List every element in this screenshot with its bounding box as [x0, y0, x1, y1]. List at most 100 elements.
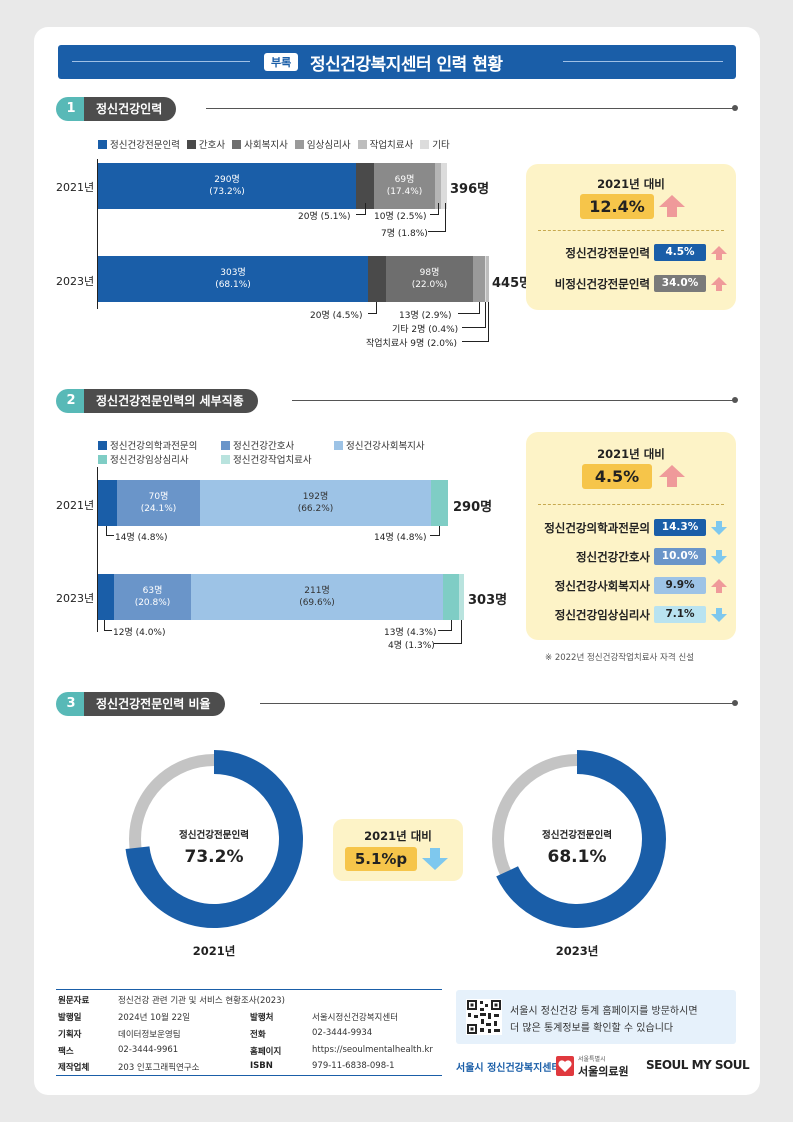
bar-segment-mh-psychologist — [443, 574, 459, 620]
donut-arc-2023 — [496, 750, 666, 928]
leader-line — [106, 526, 107, 536]
donut-center-2023: 정신건강전문인력 68.1% — [517, 827, 637, 867]
footer-value: 203 인포그래픽연구소 — [118, 1063, 200, 1073]
bar-segment-mh-ot — [459, 574, 464, 620]
leader-line — [445, 203, 446, 232]
section2-header: 2 정신건강전문인력의 세부직종 — [56, 389, 740, 413]
bar-note: 14명 (4.8%) — [115, 533, 168, 543]
legend-item: 간호사 — [186, 137, 225, 151]
section3-header: 3 정신건강전문인력 비율 — [56, 692, 740, 716]
donut-value: 68.1% — [547, 847, 607, 867]
leader-line — [106, 535, 114, 536]
legend-item: 기타 — [420, 137, 450, 151]
panel-item-label: 정신건강의학과전문의 — [544, 521, 650, 535]
panel-change-value: 12.4% — [580, 194, 654, 219]
leader-line — [430, 214, 439, 215]
bar-note: 14명 (4.8%) — [374, 533, 427, 543]
panel-item-value: 34.0% — [654, 275, 706, 292]
leader-line — [462, 341, 489, 342]
panel-divider — [538, 504, 724, 505]
donut-value: 73.2% — [184, 847, 244, 867]
down-arrow-icon — [711, 550, 727, 564]
footer-key: 홈페이지 — [250, 1047, 282, 1057]
qr-code-icon[interactable] — [466, 999, 502, 1035]
panel-change-value: 4.5% — [582, 464, 652, 489]
bar-segment-socialworker: 98명 (22.0%) — [386, 256, 473, 302]
leader-line — [458, 313, 480, 314]
row-year: 2021년 — [56, 181, 95, 194]
footer-key: ISBN — [250, 1061, 273, 1071]
leader-line — [104, 620, 105, 631]
footer-value: 2024년 10월 22일 — [118, 1013, 191, 1023]
section3-number: 3 — [56, 692, 86, 716]
panel-caption: 2021년 대비 — [364, 829, 432, 843]
bar-segment-psychiatrist — [98, 480, 117, 526]
footer-value: 02-3444-9934 — [312, 1028, 373, 1038]
seoul-my-soul-logo: SEOUL MY SOUL — [646, 1058, 750, 1072]
footer-key: 발행처 — [250, 1013, 274, 1023]
bar-segment-nurse — [368, 256, 386, 302]
footer-key: 제작업체 — [58, 1063, 90, 1073]
footer-value: 데이터정보운영팀 — [118, 1030, 181, 1040]
leader-line — [461, 620, 462, 644]
section1-title: 정신건강인력 — [84, 97, 177, 121]
section2-rule-dot — [732, 397, 738, 403]
legend-item: 정신건강간호사 — [221, 440, 327, 454]
section2-title: 정신건강전문인력의 세부직종 — [84, 389, 258, 413]
legend-item: 사회복지사 — [232, 137, 288, 151]
bar-note: 13명 (4.3%) — [384, 628, 437, 638]
banner-rule-left — [72, 61, 250, 62]
bar-segment-other — [441, 163, 447, 209]
footer-bottom-rule — [56, 1075, 442, 1076]
homepage-box: 서울시 정신건강 통계 홈페이지를 방문하시면 더 많은 통계정보를 확인할 수… — [456, 990, 736, 1044]
leader-line — [428, 231, 446, 232]
panel-item-value: 4.5% — [654, 244, 706, 261]
bar-segment-socialworker: 69명 (17.4%) — [374, 163, 435, 209]
banner-rule-right — [563, 61, 723, 62]
panel-item-value: 14.3% — [654, 519, 706, 536]
leader-line — [434, 643, 462, 644]
panel-caption: 2021년 대비 — [597, 177, 665, 191]
legend-item: 정신건강의학과전문의 — [98, 440, 214, 454]
section1-header: 1 정신건강인력 — [56, 97, 740, 121]
bar-segment-specialist: 290명 (73.2%) — [98, 163, 356, 209]
footer-value: 979-11-6838-098-1 — [312, 1061, 395, 1071]
bar-note: 4명 (1.3%) — [388, 641, 435, 651]
section1-rule-dot — [732, 105, 738, 111]
footer-value: https://seoulmentalhealth.kr — [312, 1045, 433, 1055]
bar-note: 10명 (2.5%) — [374, 212, 427, 222]
down-arrow-icon — [711, 608, 727, 622]
up-arrow-icon — [659, 465, 685, 487]
leader-line — [485, 302, 486, 328]
section3-rule — [260, 703, 734, 704]
bar-note: 기타 2명 (0.4%) — [392, 325, 459, 335]
footer-value: 서울시정신건강복지센터 — [312, 1013, 399, 1023]
footer-key: 원문자료 — [58, 996, 90, 1006]
section2-number: 2 — [56, 389, 86, 413]
panel-item-value: 7.1% — [654, 606, 706, 623]
leader-line — [356, 214, 366, 215]
title-banner: 부록 정신건강복지센터 인력 현황 — [58, 45, 736, 79]
legend-item: 정신건강사회복지사 — [334, 440, 425, 454]
row-total: 445명 — [492, 276, 532, 291]
donut-label: 정신건강전문인력 — [542, 830, 612, 841]
bar-note: 12명 (4.0%) — [113, 628, 166, 638]
leader-line — [365, 203, 366, 215]
bar-segment-psychologist — [473, 256, 485, 302]
bar-segment-psychiatrist — [98, 574, 114, 620]
leader-line — [104, 630, 112, 631]
footer-key: 팩스 — [58, 1047, 74, 1057]
section3-rule-dot — [732, 700, 738, 706]
leader-line — [368, 313, 377, 314]
footer-value: 정신건강 관련 기관 및 서비스 현황조사(2023) — [118, 996, 285, 1006]
mental-health-center-logo: 서울시 정신건강복지센터 — [456, 1063, 561, 1074]
leader-line — [438, 203, 439, 215]
row-total: 396명 — [450, 182, 490, 197]
page-title: 정신건강복지센터 인력 현황 — [310, 55, 503, 75]
section2-legend: 정신건강의학과전문의 정신건강간호사 정신건강사회복지사 정신건강임상심리사 정신건강… — [98, 440, 432, 468]
panel-item-value: 10.0% — [654, 548, 706, 565]
legend-item: 정신건강임상심리사 — [98, 454, 214, 468]
appendix-tag: 부록 — [264, 53, 299, 71]
section1-rule — [206, 108, 734, 109]
leader-line — [451, 620, 452, 631]
